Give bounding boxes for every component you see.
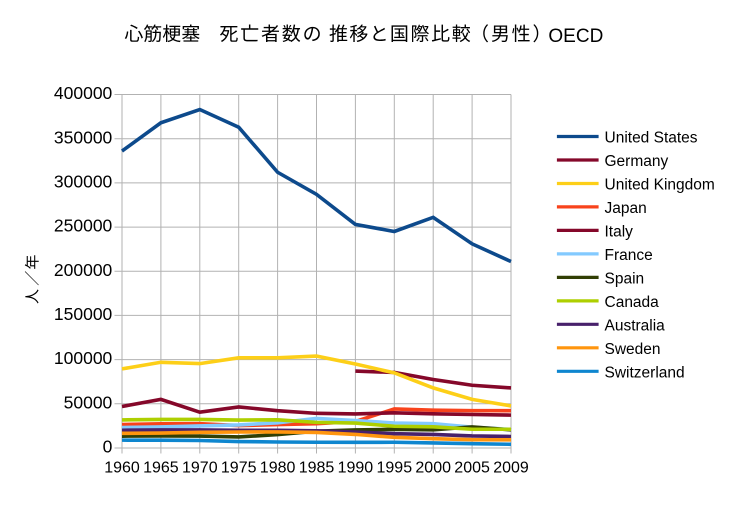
svg-text:1970: 1970 — [182, 460, 218, 477]
svg-text:1985: 1985 — [299, 460, 335, 477]
svg-text:Sweden: Sweden — [605, 341, 661, 358]
svg-text:1980: 1980 — [260, 460, 296, 477]
svg-text:Australia: Australia — [605, 317, 666, 334]
svg-text:Japan: Japan — [605, 200, 647, 217]
svg-text:400000: 400000 — [54, 83, 113, 103]
svg-text:1965: 1965 — [143, 460, 179, 477]
svg-text:1975: 1975 — [221, 460, 257, 477]
svg-text:Spain: Spain — [605, 271, 645, 288]
svg-text:150000: 150000 — [54, 304, 113, 324]
svg-text:200000: 200000 — [54, 260, 113, 280]
svg-text:2005: 2005 — [454, 460, 490, 477]
svg-text:300000: 300000 — [54, 172, 113, 192]
svg-text:Italy: Italy — [605, 224, 634, 241]
svg-text:250000: 250000 — [54, 216, 113, 236]
svg-text:0: 0 — [103, 437, 113, 457]
svg-text:1990: 1990 — [338, 460, 374, 477]
svg-text:United States: United States — [605, 130, 698, 147]
svg-text:Canada: Canada — [605, 294, 660, 311]
svg-text:50000: 50000 — [64, 392, 113, 412]
svg-text:100000: 100000 — [54, 348, 113, 368]
svg-text:Germany: Germany — [605, 153, 669, 170]
svg-text:350000: 350000 — [54, 127, 113, 147]
svg-text:2000: 2000 — [415, 460, 451, 477]
svg-text:OECD: OECD — [548, 26, 603, 47]
svg-text:France: France — [605, 247, 653, 264]
svg-text:1960: 1960 — [104, 460, 140, 477]
svg-text:1995: 1995 — [377, 460, 413, 477]
svg-text:Switzerland: Switzerland — [605, 364, 685, 381]
svg-text:United Kingdom: United Kingdom — [605, 177, 715, 194]
svg-text:2009: 2009 — [493, 460, 529, 477]
